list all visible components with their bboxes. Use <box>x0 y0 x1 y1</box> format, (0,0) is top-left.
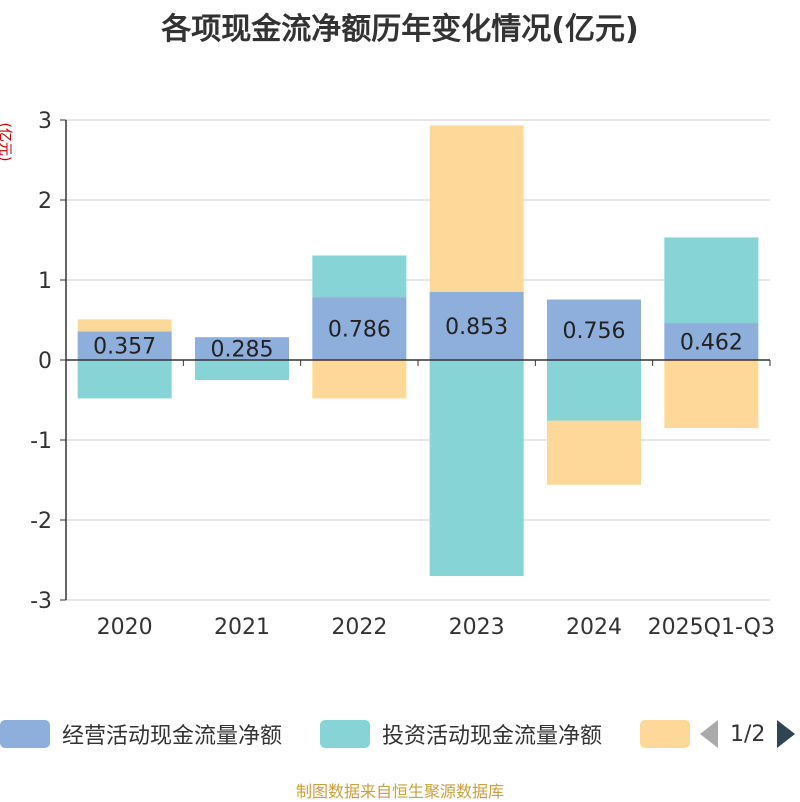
bar-series0-2025Q1-Q3 <box>664 323 759 360</box>
legend-label-operating: 经营活动现金流量净额 <box>62 724 283 749</box>
x-tick-label: 2025Q1-Q3 <box>648 615 775 640</box>
data-source-note: 制图数据来自恒生聚源数据库 <box>295 782 504 801</box>
bar-series1-2023 <box>429 360 524 576</box>
bar-series2-2025Q1-Q3 <box>664 360 759 428</box>
bar-series0-2024 <box>547 299 641 360</box>
y-tick-label: -2 <box>30 509 52 534</box>
labels: 3 2 1 0 -1 -2 -3 2020 2021 2022 2023 2024 2025Q1-Q3 0… <box>30 109 775 640</box>
chart-title: 各项现金流净额历年变化情况(亿元) <box>161 12 639 47</box>
data-label: 0.357 <box>93 335 156 360</box>
legend-item-financing[interactable] <box>640 716 702 752</box>
x-tick-label: 2022 <box>331 615 387 640</box>
y-tick-label: 1 <box>38 269 52 294</box>
bar-series1-2020 <box>77 360 172 399</box>
legend-prev-page-icon[interactable] <box>700 720 718 748</box>
data-label: 0.462 <box>680 331 743 356</box>
legend-label-investing: 投资活动现金流量净额 <box>382 724 603 749</box>
bar-series0-2023 <box>429 291 524 360</box>
bar-series0-2021 <box>195 337 289 360</box>
legend-page-indicator: 1/2 <box>730 721 766 747</box>
y-tick-label: 3 <box>38 109 52 134</box>
bar-series2-2024 <box>547 420 641 485</box>
y-tick-label: -3 <box>30 589 52 614</box>
bar-series1-2022 <box>312 255 407 298</box>
y-tick-label: 2 <box>38 189 52 214</box>
legend-swatch-financing <box>640 720 690 748</box>
legend-swatch-operating <box>0 720 50 748</box>
y-tick-label: -1 <box>30 429 52 454</box>
bar-series0-2020 <box>77 331 172 360</box>
legend-next-page-icon[interactable] <box>777 720 796 748</box>
x-tick-label: 2020 <box>97 615 153 640</box>
x-tick-label: 2023 <box>449 615 505 640</box>
legend-swatch-investing <box>320 720 370 748</box>
x-tick-label: 2024 <box>566 615 622 640</box>
legend-item-investing[interactable]: 投资活动现金流量净额 <box>320 716 602 752</box>
bar-series1-2021 <box>195 360 289 380</box>
bar-series1-2025Q1-Q3 <box>664 237 759 324</box>
bar-series2-2020 <box>77 319 172 332</box>
y-tick-label: 0 <box>38 349 52 374</box>
bar-series0-2022 <box>312 297 407 360</box>
gridlines <box>66 119 770 601</box>
bar-series2-2022 <box>312 360 407 399</box>
legend: 经营活动现金流量净额 投资活动现金流量净额 <box>0 716 800 752</box>
legend-item-operating[interactable]: 经营活动现金流量净额 <box>0 716 282 752</box>
bar-series1-2024 <box>547 360 641 421</box>
legend-pager: 1/2 <box>700 716 796 752</box>
bar-series2-2023 <box>429 125 524 292</box>
axes <box>60 119 771 601</box>
x-tick-label: 2021 <box>214 615 270 640</box>
bars <box>77 125 759 576</box>
data-label: 0.756 <box>563 319 626 344</box>
data-label: 0.285 <box>211 338 274 363</box>
data-label: 0.786 <box>328 318 391 343</box>
data-label: 0.853 <box>445 315 508 340</box>
